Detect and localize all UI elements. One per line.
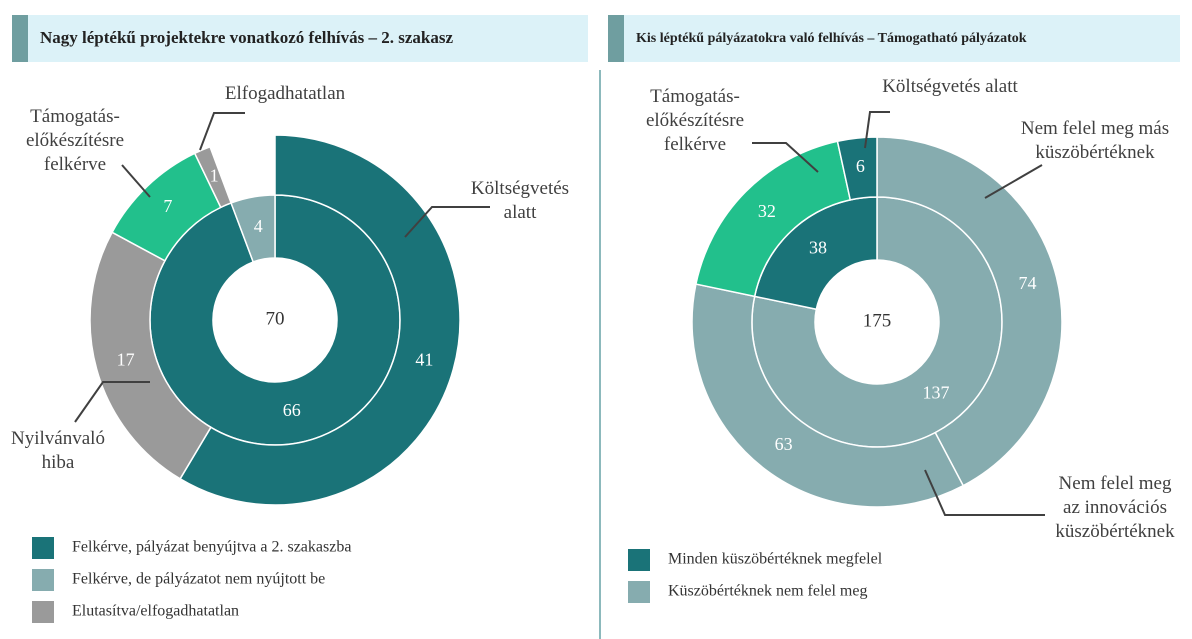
callout-line: Nyilvánvaló: [11, 428, 105, 449]
callout-label: Elfogadhatatlan: [225, 83, 346, 104]
callout-label: Támogatás-előkészítésre felkérve: [646, 86, 744, 155]
value-label: 66: [283, 400, 301, 420]
value-label: 6: [856, 156, 865, 176]
legend-swatch: [628, 549, 650, 571]
center-total: 70: [266, 308, 285, 329]
legend-swatch: [628, 581, 650, 603]
callout-label: Támogatás-előkészítésre felkérve: [26, 106, 124, 175]
value-label: 41: [415, 349, 433, 369]
leader-line: [924, 469, 1045, 516]
value-label: 137: [922, 383, 949, 403]
leader-line: [199, 112, 245, 151]
leader-line: [864, 111, 890, 149]
legend-label: Elutasítva/elfogadhatatlan: [72, 603, 239, 620]
center-total: 175: [863, 310, 892, 331]
callout-line: felkérve: [44, 154, 106, 175]
callout-label: Nem felel meg az innovációs küszöbértéknek: [1055, 473, 1175, 542]
chart-title: Kis léptékű pályázatokra való felhívás –…: [636, 31, 1027, 46]
donut-segment: [876, 136, 1063, 487]
leader-line: [404, 206, 490, 238]
callout-line: küszöbértéknek: [1055, 521, 1175, 542]
callout-line: Költségvetés: [471, 178, 569, 199]
value-label: 63: [775, 434, 793, 454]
legend-label: Felkérve, pályázat benyújtva a 2. szakas…: [72, 539, 351, 556]
title-accent: [12, 15, 28, 62]
leader-line: [752, 142, 819, 173]
legend-swatch: [32, 569, 54, 591]
value-label: 38: [809, 238, 827, 258]
value-label: 4: [254, 216, 263, 236]
chart-title: Nagy léptékű projektekre vonatkozó felhí…: [40, 28, 453, 47]
value-label: 74: [1018, 273, 1036, 293]
donut-segment: [230, 194, 276, 263]
leader-line: [121, 164, 151, 198]
callout-line: előkészítésre: [646, 110, 744, 131]
donut-segment: [836, 136, 878, 201]
callout-line: alatt: [504, 202, 537, 223]
title-bar: [12, 15, 588, 62]
legend-swatch: [32, 537, 54, 559]
value-label: 1: [210, 166, 219, 186]
callout-label: Költségvetés alatt: [882, 76, 1018, 97]
callout-label: Nem felel meg más küszöbértéknek: [1021, 118, 1169, 163]
legend-label: Felkérve, de pályázatot nem nyújtott be: [72, 571, 325, 588]
callout-line: előkészítésre: [26, 130, 124, 151]
callout-line: Támogatás-: [650, 86, 740, 107]
callout-label: Költségvetés alatt: [471, 178, 569, 223]
callout-label: Nyilvánvaló hiba: [11, 428, 105, 473]
legend-label: Küszöbértéknek nem felel meg: [668, 583, 867, 600]
title-accent: [608, 15, 624, 62]
callout-line: hiba: [42, 452, 75, 473]
donut-segment: [691, 283, 965, 508]
callout-line: Költségvetés alatt: [882, 76, 1018, 97]
callout-line: Támogatás-: [30, 106, 120, 127]
donut-segment: [179, 134, 461, 506]
callout-line: Nem felel meg: [1059, 473, 1172, 494]
donut-segment: [193, 145, 233, 209]
value-label: 7: [163, 196, 172, 216]
leader-line: [984, 164, 1043, 199]
value-label: 32: [758, 201, 776, 221]
value-label: 17: [117, 349, 135, 369]
callout-line: küszöbértéknek: [1035, 142, 1155, 163]
callout-line: Nem felel meg más: [1021, 118, 1169, 139]
callout-line: Elfogadhatatlan: [225, 83, 346, 104]
legend-label: Minden küszöbértéknek megfelel: [668, 551, 883, 568]
callout-line: felkérve: [664, 134, 726, 155]
callout-line: az innovációs: [1063, 497, 1167, 518]
leader-line: [74, 381, 150, 423]
title-bar: [608, 15, 1180, 62]
legend-swatch: [32, 601, 54, 623]
